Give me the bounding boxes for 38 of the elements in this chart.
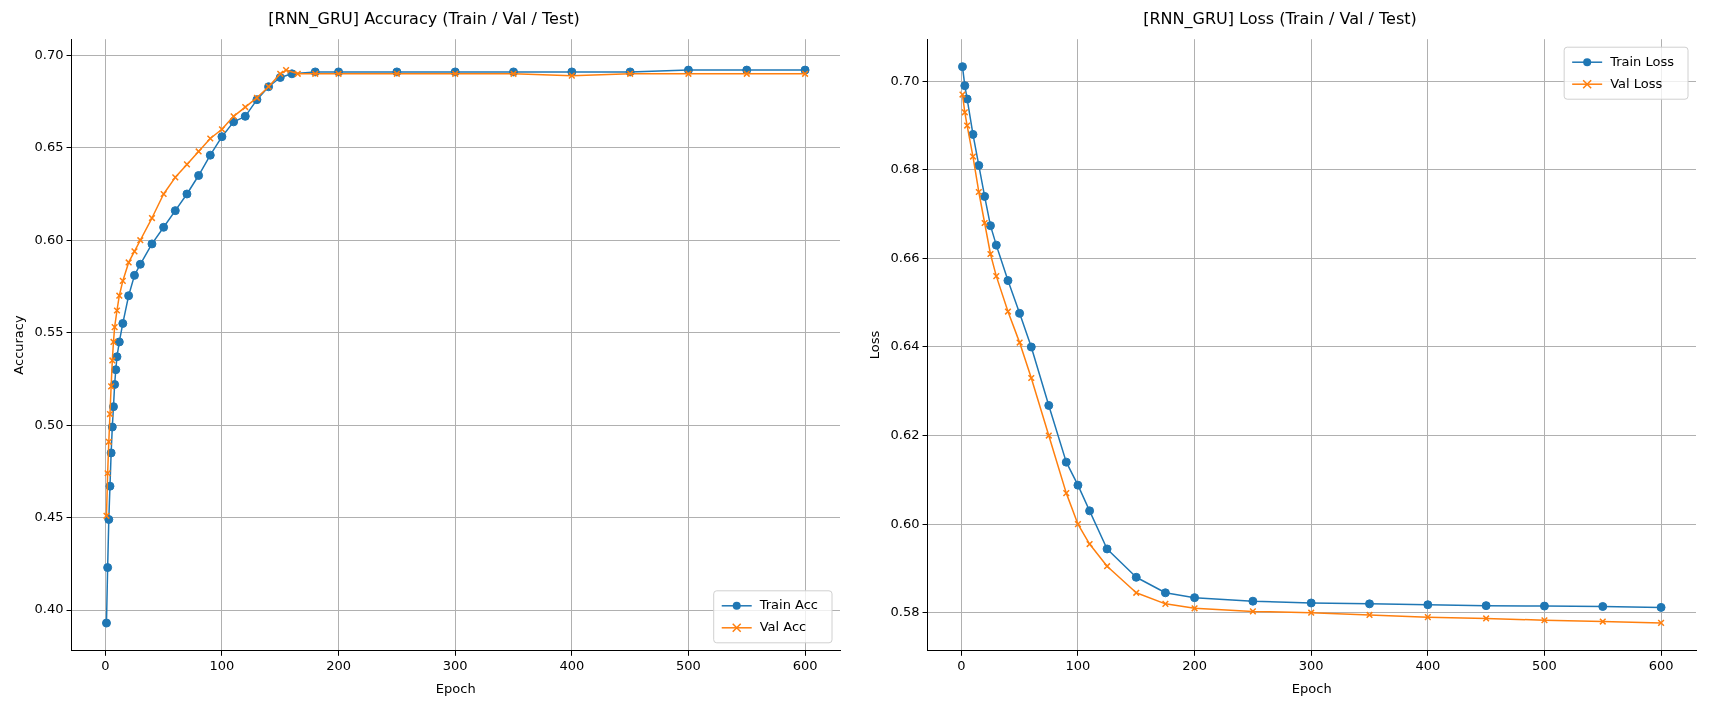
- x-tick-label: 600: [792, 657, 818, 673]
- x-tick-label: 0: [957, 657, 966, 673]
- y-tick-label: 0.60: [34, 231, 64, 247]
- x-tick-label: 100: [1065, 657, 1091, 673]
- y-tick-label: 0.65: [34, 139, 64, 155]
- y-tick-label: 0.68: [890, 161, 920, 177]
- x-tick-label: 400: [559, 657, 585, 673]
- x-tick-label: 500: [676, 657, 701, 673]
- y-tick-label: 0.70: [34, 46, 64, 62]
- legend-label: Train Loss: [1609, 53, 1675, 69]
- legend-label: Val Acc: [759, 619, 807, 635]
- x-axis-title: Epoch: [1291, 680, 1332, 696]
- x-tick-label: 300: [442, 657, 468, 673]
- x-axis-title: Epoch: [435, 680, 476, 696]
- x-tick-label: 0: [101, 657, 110, 673]
- x-tick-label: 500: [1532, 657, 1557, 673]
- legend-label: Train Acc: [758, 597, 819, 613]
- y-tick-label: 0.64: [890, 338, 920, 354]
- y-axis-title: Loss: [867, 330, 883, 360]
- legend-label: Val Loss: [1610, 75, 1663, 91]
- chart-title: [RNN_GRU] Loss (Train / Val / Test): [1143, 8, 1417, 29]
- y-tick-label: 0.40: [34, 601, 64, 617]
- y-tick-label: 0.62: [890, 426, 920, 442]
- y-tick-label: 0.58: [890, 604, 920, 620]
- x-tick-label: 100: [209, 657, 235, 673]
- x-tick-label: 400: [1415, 657, 1441, 673]
- x-tick-label: 200: [1182, 657, 1207, 673]
- y-tick-label: 0.60: [890, 515, 920, 531]
- y-tick-label: 0.55: [34, 324, 64, 340]
- y-tick-label: 0.45: [34, 509, 64, 525]
- y-tick-label: 0.70: [890, 72, 920, 88]
- chart-title: [RNN_GRU] Accuracy (Train / Val / Test): [268, 8, 580, 29]
- y-axis-title: Accuracy: [11, 315, 27, 375]
- y-tick-label: 0.66: [890, 249, 920, 265]
- x-tick-label: 300: [1298, 657, 1324, 673]
- x-tick-label: 200: [326, 657, 351, 673]
- x-tick-label: 600: [1648, 657, 1674, 673]
- y-tick-label: 0.50: [34, 416, 64, 432]
